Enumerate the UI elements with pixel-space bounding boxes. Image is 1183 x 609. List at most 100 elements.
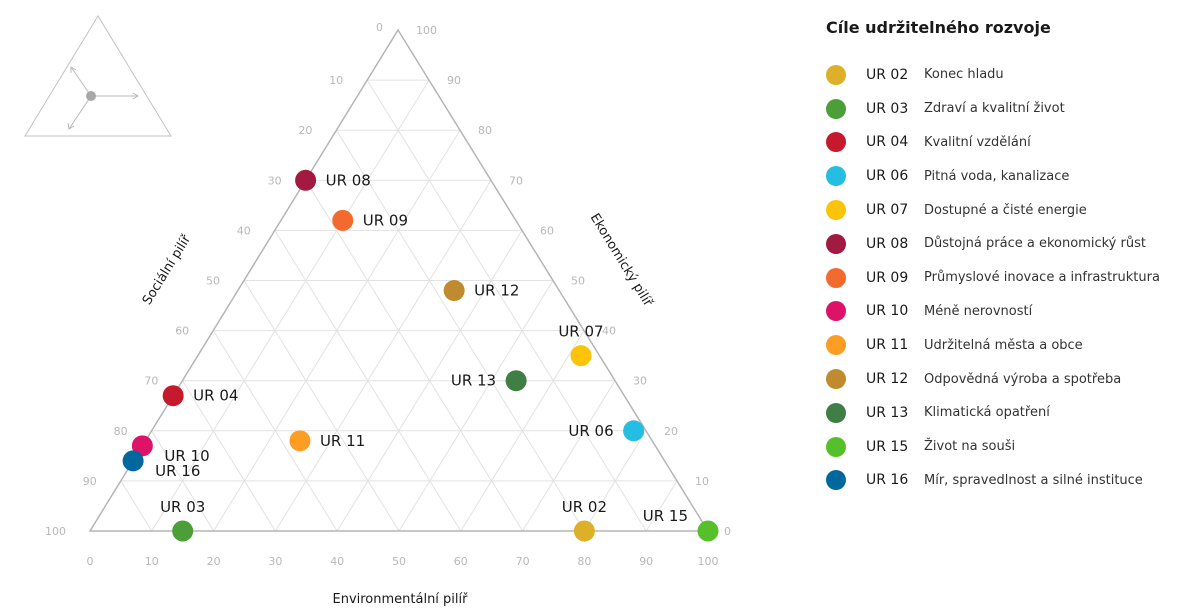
grid-line-environmental [522, 380, 616, 532]
data-point [162, 385, 184, 407]
legend-items: UR 02 Konec hladu UR 03 Zdraví a kvalitní ž… [826, 58, 1176, 497]
data-point-label: UR 11 [320, 432, 365, 450]
inset-arrowhead-down [67, 122, 75, 130]
tick-label-environmental: 0 [87, 555, 94, 568]
legend-name: Méně nerovností [924, 303, 1033, 319]
legend-color-dot [826, 200, 846, 221]
legend-color-dot [826, 132, 846, 153]
data-point [505, 370, 527, 392]
data-point-label: UR 12 [474, 282, 519, 300]
legend-code: UR 12 [866, 371, 909, 388]
data-point-label: UR 06 [568, 422, 613, 440]
legend-color-dot [826, 402, 846, 423]
legend-name: Udržitelná města a obce [924, 337, 1083, 353]
inset-arrow-down [68, 95, 92, 130]
data-point [573, 520, 595, 542]
legend-name: Důstojná práce a ekonomický růst [924, 236, 1146, 252]
data-point-label: UR 13 [451, 372, 496, 390]
legend-code: UR 16 [866, 472, 909, 489]
tick-label-environmental: 50 [392, 555, 406, 568]
legend-code: UR 03 [866, 100, 909, 117]
data-point [623, 420, 645, 442]
triangle-frame [88, 28, 710, 532]
legend-name: Klimatická opatření [924, 405, 1050, 421]
legend-item: UR 13 Klimatická opatření [826, 396, 1176, 430]
tick-label-economic: 60 [540, 224, 554, 237]
data-point-label: UR 08 [326, 171, 371, 189]
legend: Cíle udržitelného rozvoje UR 02 Konec hla… [826, 18, 1176, 497]
legend-item: UR 15 Život na souši [826, 430, 1176, 464]
axis-title-economic: Ekonomický pilíř [587, 211, 656, 310]
tick-label-social: 40 [237, 224, 251, 237]
legend-name: Dostupné a čisté energie [924, 202, 1087, 218]
data-point [443, 280, 465, 302]
legend-code: UR 02 [866, 66, 909, 83]
legend-name: Pitná voda, kanalizace [924, 168, 1070, 184]
legend-name: Průmyslové inovace a infrastruktura [924, 270, 1160, 286]
data-point-label: UR 10 [164, 447, 209, 465]
triangle-outline [88, 28, 710, 532]
grid-line-environmental [151, 79, 430, 532]
data-point-label: UR 09 [363, 211, 408, 229]
legend-item: UR 06 Pitná voda, kanalizace [826, 159, 1176, 193]
tick-label-economic: 80 [478, 124, 492, 137]
legend-name: Konec hladu [924, 67, 1004, 83]
data-point-label: UR 15 [643, 507, 688, 525]
legend-color-dot [826, 64, 846, 85]
inset-arrowhead-up [70, 66, 77, 73]
legend-code: UR 06 [866, 168, 909, 185]
grid-line-environmental [583, 430, 647, 532]
axis-title-environmental: Environmentální pilíř [332, 592, 468, 607]
tick-label-environmental: 30 [268, 555, 282, 568]
tick-label-social: 50 [206, 275, 220, 288]
tick-label-social: 80 [114, 425, 128, 438]
legend-color-dot [826, 436, 846, 457]
legend-code: UR 04 [866, 134, 909, 151]
tick-label-economic: 100 [416, 24, 437, 37]
legend-code: UR 08 [866, 235, 909, 252]
legend-item: UR 03 Zdraví a kvalitní život [826, 92, 1176, 126]
tick-label-social: 10 [329, 74, 343, 87]
legend-item: UR 10 Méně nerovností [826, 295, 1176, 329]
grid-line-social [243, 280, 400, 532]
data-point [697, 520, 719, 542]
ternary-chart: 0 10 20 30 40 50 60 70 80 90 100102030405060708090… [24, 15, 731, 607]
legend-item: UR 11 Udržitelná města a obce [826, 328, 1176, 362]
legend-code: UR 13 [866, 404, 909, 421]
legend-color-dot [826, 233, 846, 254]
inset-arrowhead-right [132, 92, 139, 100]
tick-label-economic: 10 [695, 475, 709, 488]
tick-label-social: 70 [144, 375, 158, 388]
legend-code: UR 07 [866, 202, 909, 219]
legend-name: Odpovědná výroba a spotřeba [924, 371, 1122, 387]
grid-line-social [151, 430, 215, 532]
data-point-label: UR 16 [155, 462, 200, 480]
data-point [131, 435, 153, 457]
legend-name: Kvalitní vzdělání [924, 134, 1031, 150]
legend-title: Cíle udržitelného rozvoje [826, 18, 1051, 37]
data-point-label: UR 07 [558, 323, 603, 341]
tick-label-social: 30 [268, 174, 282, 187]
legend-color-dot [826, 267, 846, 288]
legend-item: UR 07 Dostupné a čisté energie [826, 193, 1176, 227]
legend-code: UR 10 [866, 303, 909, 320]
grid-line-environmental [645, 480, 678, 532]
legend-code: UR 09 [866, 269, 909, 286]
tick-label-environmental: 80 [577, 555, 591, 568]
axis-ticks: 0 10 20 30 40 50 60 70 80 90 100102030405060708090… [45, 21, 731, 568]
tick-label-environmental: 60 [454, 555, 468, 568]
legend-color-dot [826, 369, 846, 390]
tick-label-social: 100 [45, 525, 66, 538]
inset-origin-dot [86, 91, 96, 101]
tick-label-social: 90 [83, 475, 97, 488]
data-point-label: UR 04 [193, 387, 238, 405]
grid-line-environmental [274, 180, 492, 532]
tick-label-environmental: 40 [330, 555, 344, 568]
tick-label-environmental: 20 [207, 555, 221, 568]
legend-name: Život na souši [924, 439, 1016, 455]
axis-title-social: Sociální pilíř [140, 232, 194, 308]
tick-label-environmental: 90 [639, 555, 653, 568]
tick-label-economic: 50 [571, 275, 585, 288]
grid-line-environmental [460, 330, 585, 532]
tick-label-economic: 90 [447, 74, 461, 87]
